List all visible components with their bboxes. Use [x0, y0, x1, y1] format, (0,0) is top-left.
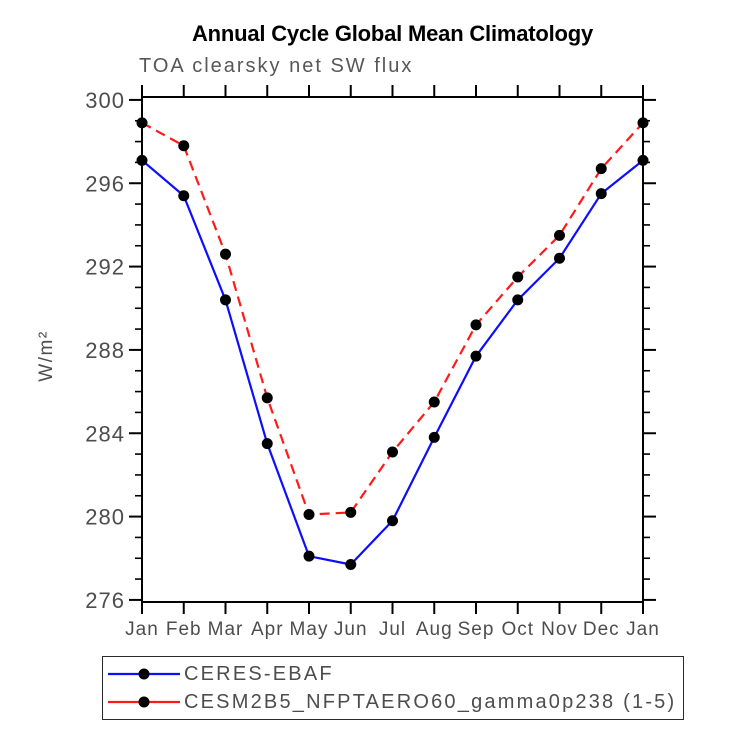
x-tick-label: Jan	[626, 619, 660, 640]
legend-marker-dot-icon	[138, 696, 150, 708]
data-point-marker	[512, 271, 524, 283]
data-point-marker	[136, 154, 148, 166]
data-point-marker	[637, 154, 649, 166]
data-point-marker	[387, 515, 398, 527]
legend-item-label: CERES-EBAF	[184, 662, 334, 685]
data-point-marker	[345, 506, 357, 518]
x-tick-label: Dec	[583, 619, 620, 640]
data-point-marker	[220, 248, 231, 260]
y-tick-label: 276	[85, 588, 125, 613]
data-point-marker	[637, 117, 649, 129]
x-tick-label: Aug	[416, 619, 453, 640]
x-tick-label: Oct	[501, 619, 534, 640]
data-point-marker	[595, 163, 607, 175]
data-point-marker	[554, 252, 565, 264]
y-axis-title: W/m²	[36, 330, 57, 381]
legend-line-sample-solid-icon	[108, 668, 180, 680]
data-point-marker	[470, 319, 482, 331]
data-point-marker	[512, 294, 524, 306]
legend-item-ceres: CERES-EBAF	[106, 661, 683, 687]
y-tick-label: 296	[85, 171, 125, 196]
data-point-marker	[178, 140, 190, 152]
data-point-marker	[387, 446, 398, 458]
y-tick-label: 300	[85, 88, 125, 113]
y-tick-label: 280	[85, 505, 125, 530]
data-point-marker	[261, 392, 273, 404]
x-tick-label: Feb	[166, 619, 202, 640]
data-point-marker	[428, 431, 440, 443]
chart-subtitle: TOA clearsky net SW flux	[139, 55, 414, 77]
data-point-marker	[261, 438, 273, 450]
data-point-marker	[345, 559, 357, 570]
legend-line-sample-dashed-icon	[108, 696, 180, 708]
legend: CERES-EBAF CESM2B5_NFPTAERO60_gamma0p238…	[102, 656, 684, 720]
y-tick-label: 292	[85, 255, 125, 280]
x-tick-label: Sep	[458, 619, 495, 640]
x-tick-label: Jun	[334, 619, 368, 640]
legend-item-label: CESM2B5_NFPTAERO60_gamma0p238 (1-5)	[184, 690, 677, 713]
data-point-marker	[554, 229, 565, 241]
y-tick-label: 288	[85, 338, 125, 363]
chart-title: Annual Cycle Global Mean Climatology	[191, 21, 594, 46]
legend-marker-dot-icon	[138, 668, 150, 680]
x-tick-label: Jul	[379, 619, 406, 640]
data-point-marker	[428, 396, 440, 408]
x-tick-label: Nov	[541, 619, 578, 640]
x-tick-label: Mar	[208, 619, 244, 640]
data-point-marker	[595, 188, 607, 200]
x-tick-label: May	[290, 619, 329, 640]
data-point-marker	[220, 294, 231, 306]
x-tick-label: Apr	[251, 619, 284, 640]
series-line	[141, 159, 644, 566]
data-point-marker	[470, 350, 482, 362]
data-point-marker	[136, 117, 148, 129]
data-point-marker	[303, 509, 315, 520]
legend-item-cesm: CESM2B5_NFPTAERO60_gamma0p238 (1-5)	[106, 689, 683, 715]
data-point-marker	[178, 190, 190, 202]
y-tick-label: 284	[85, 421, 125, 446]
x-tick-label: Jan	[125, 619, 159, 640]
data-point-marker	[303, 550, 315, 562]
